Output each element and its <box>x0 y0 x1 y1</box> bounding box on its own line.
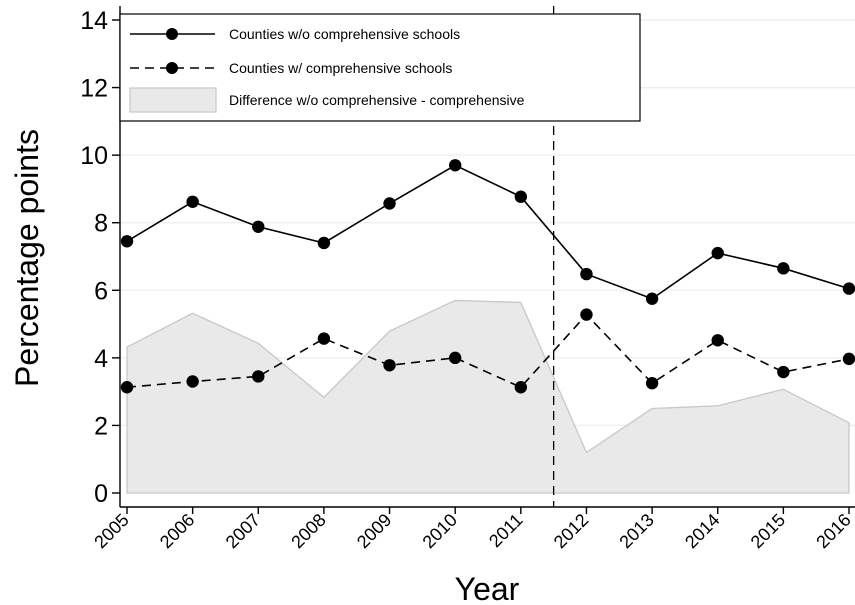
series-line-1 <box>126 164 850 300</box>
series-2-point-2006 <box>186 375 199 388</box>
x-axis-label: Year <box>455 571 520 605</box>
legend-label-2: Counties w/ comprehensive schools <box>229 60 452 76</box>
series-1-point-2010 <box>448 159 462 172</box>
legend-label-1: Counties w/o comprehensive schools <box>229 26 460 42</box>
series-lines <box>120 159 855 394</box>
series-2-point-2008 <box>317 332 331 345</box>
series-1-point-2014 <box>711 246 724 260</box>
x-tick-label-2006: 2006 <box>156 510 198 552</box>
series-1-point-2006 <box>186 195 199 208</box>
x-tick-label-2016: 2016 <box>812 510 854 552</box>
series-1-point-2005 <box>120 235 134 248</box>
x-tick-label-2012: 2012 <box>550 510 592 552</box>
y-axis-label: Percentage points <box>9 129 45 387</box>
x-tick-label-2005: 2005 <box>90 510 132 552</box>
x-tick-label-2007: 2007 <box>222 510 264 552</box>
series-line-2 <box>126 313 850 389</box>
legend-marker-1 <box>166 28 178 40</box>
series-2-point-2015 <box>777 365 790 379</box>
x-tick-label-2009: 2009 <box>353 510 395 552</box>
series-1-point-2016 <box>842 282 855 295</box>
series-1-point-2011 <box>514 190 528 203</box>
series-2-point-2013 <box>645 376 659 390</box>
series-2-point-2009 <box>383 359 396 372</box>
difference-area-shape <box>126 299 850 494</box>
series-1-point-2008 <box>317 236 331 250</box>
series-2-point-2011 <box>514 381 528 394</box>
y-tick-label-0: 0 <box>94 480 108 508</box>
y-tick-label-14: 14 <box>80 7 108 35</box>
series-2-point-2010 <box>448 351 462 365</box>
legend-label-3: Difference w/o comprehensive - comprehen… <box>229 92 525 108</box>
y-tick-label-12: 12 <box>80 75 108 103</box>
series-2-point-2007 <box>252 370 265 383</box>
y-tick-label-10: 10 <box>80 142 108 170</box>
legend-marker-2 <box>166 62 178 74</box>
difference-area <box>126 299 850 494</box>
y-tick-label-2: 2 <box>94 412 108 440</box>
x-tick-label-2015: 2015 <box>747 510 789 552</box>
y-tick-label-4: 4 <box>94 345 108 373</box>
series-1-point-2013 <box>645 292 659 305</box>
series-1-point-2012 <box>580 267 593 281</box>
series-2-point-2014 <box>711 334 724 347</box>
y-tick-label-8: 8 <box>94 210 108 238</box>
legend-swatch-3 <box>129 87 217 113</box>
x-tick-label-2014: 2014 <box>681 510 723 552</box>
series-1-point-2007 <box>252 220 265 233</box>
x-tick-label-2011: 2011 <box>485 510 527 552</box>
legend: Counties w/o comprehensive schools Counti… <box>119 13 641 122</box>
x-tick-label-2008: 2008 <box>287 510 329 552</box>
series-2-point-2005 <box>120 381 134 394</box>
series-1-point-2009 <box>383 197 396 210</box>
y-tick-label-6: 6 <box>94 277 108 305</box>
x-tick-label-2013: 2013 <box>615 510 657 552</box>
series-2-point-2012 <box>580 308 593 321</box>
x-tick-label-2010: 2010 <box>419 510 461 552</box>
series-1-point-2015 <box>777 262 790 275</box>
series-2-point-2016 <box>842 352 855 366</box>
